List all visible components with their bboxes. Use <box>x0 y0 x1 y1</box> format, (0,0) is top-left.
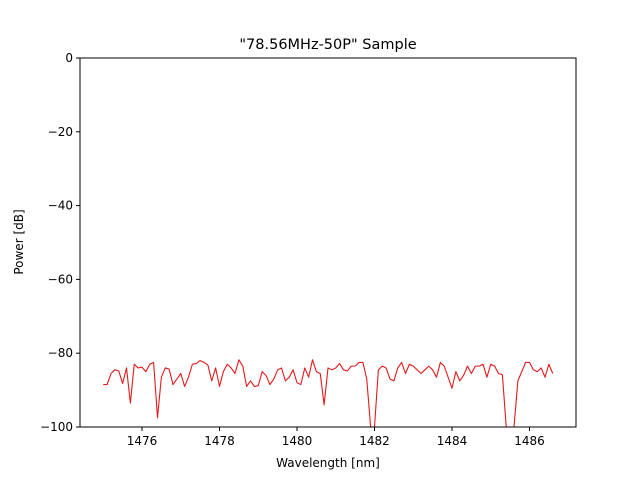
series-line-0 <box>103 359 554 427</box>
x-tick-label: 1478 <box>204 434 235 448</box>
plot-frame <box>79 57 577 428</box>
x-axis-label: Wavelength [nm] <box>276 456 380 470</box>
x-tick-label: 1484 <box>437 434 468 448</box>
y-tick-label: −100 <box>40 420 73 434</box>
x-tick-label: 1482 <box>359 434 390 448</box>
y-axis: 0 −20 −40 −60 −80 −100 <box>40 51 80 434</box>
x-axis: 1476 1478 1480 1482 1484 1486 <box>127 427 545 448</box>
y-axis-label: Power [dB] <box>12 209 26 274</box>
plot-area <box>103 359 554 427</box>
x-tick-label: 1476 <box>127 434 158 448</box>
x-tick-label: 1486 <box>514 434 545 448</box>
y-tick-label: 0 <box>65 51 73 65</box>
y-tick-label: −80 <box>48 346 73 360</box>
y-tick-label: −60 <box>48 272 73 286</box>
x-tick-label: 1480 <box>282 434 313 448</box>
y-tick-label: −20 <box>48 125 73 139</box>
y-tick-label: −40 <box>48 199 73 213</box>
chart-title: "78.56MHz-50P" Sample <box>239 37 416 53</box>
